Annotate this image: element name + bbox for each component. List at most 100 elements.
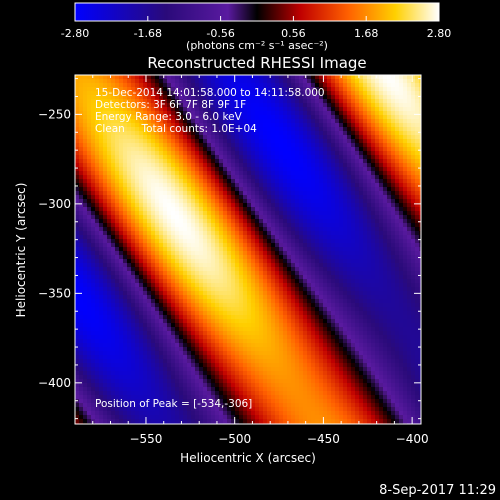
heatmap-cell: [279, 235, 284, 240]
heatmap-cell: [99, 351, 104, 356]
heatmap-cell: [295, 295, 300, 300]
heatmap-cell: [191, 355, 196, 360]
heatmap-cell: [75, 351, 80, 356]
heatmap-cell: [203, 107, 208, 112]
heatmap-cell: [207, 119, 212, 124]
heatmap-cell: [231, 255, 236, 260]
heatmap-cell: [111, 359, 116, 364]
heatmap-cell: [103, 279, 108, 284]
heatmap-cell: [107, 419, 112, 424]
heatmap-cell: [187, 171, 192, 176]
heatmap-cell: [75, 127, 80, 132]
heatmap-cell: [283, 75, 288, 80]
heatmap-cell: [87, 155, 92, 160]
heatmap-cell: [135, 319, 140, 324]
heatmap-cell: [291, 295, 296, 300]
heatmap-cell: [131, 203, 136, 208]
heatmap-cell: [131, 279, 136, 284]
heatmap-cell: [179, 371, 184, 376]
heatmap-cell: [231, 355, 236, 360]
heatmap-cell: [171, 263, 176, 268]
heatmap-cell: [247, 139, 252, 144]
heatmap-cell: [207, 351, 212, 356]
heatmap-cell: [219, 159, 224, 164]
heatmap-cell: [255, 391, 260, 396]
heatmap-cell: [179, 303, 184, 308]
heatmap-cell: [147, 399, 152, 404]
heatmap-cell: [219, 75, 224, 80]
heatmap-cell: [167, 279, 172, 284]
heatmap-cell: [99, 119, 104, 124]
heatmap-cell: [215, 235, 220, 240]
heatmap-cell: [163, 407, 168, 412]
heatmap-cell: [83, 107, 88, 112]
heatmap-cell: [291, 175, 296, 180]
heatmap-cell: [167, 307, 172, 312]
heatmap-cell: [235, 139, 240, 144]
heatmap-cell: [251, 155, 256, 160]
heatmap-cell: [199, 103, 204, 108]
heatmap-cell: [187, 223, 192, 228]
heatmap-cell: [111, 279, 116, 284]
heatmap-cell: [91, 307, 96, 312]
heatmap-cell: [119, 151, 124, 156]
heatmap-cell: [215, 147, 220, 152]
heatmap-cell: [195, 347, 200, 352]
heatmap-cell: [131, 299, 136, 304]
heatmap-cell: [99, 195, 104, 200]
heatmap-cell: [159, 251, 164, 256]
heatmap-cell: [91, 395, 96, 400]
heatmap-cell: [167, 415, 172, 420]
heatmap-cell: [163, 143, 168, 148]
heatmap-cell: [171, 331, 176, 336]
heatmap-cell: [207, 339, 212, 344]
heatmap-cell: [239, 115, 244, 120]
heatmap-cell: [159, 79, 164, 84]
heatmap-cell: [187, 247, 192, 252]
heatmap-cell: [255, 191, 260, 196]
heatmap-cell: [139, 295, 144, 300]
heatmap-cell: [219, 223, 224, 228]
heatmap-cell: [135, 383, 140, 388]
heatmap-cell: [247, 183, 252, 188]
heatmap-cell: [207, 279, 212, 284]
heatmap-cell: [187, 127, 192, 132]
heatmap-cell: [231, 91, 236, 96]
heatmap-cell: [135, 207, 140, 212]
heatmap-cell: [283, 211, 288, 216]
heatmap-cell: [127, 91, 132, 96]
heatmap-cell: [83, 347, 88, 352]
heatmap-cell: [179, 163, 184, 168]
heatmap-cell: [139, 155, 144, 160]
heatmap-cell: [135, 267, 140, 272]
heatmap-cell: [119, 171, 124, 176]
heatmap-cell: [99, 419, 104, 424]
heatmap-cell: [87, 87, 92, 92]
heatmap-cell: [119, 87, 124, 92]
heatmap-cell: [291, 159, 296, 164]
heatmap-cell: [175, 111, 180, 116]
heatmap-cell: [223, 347, 228, 352]
heatmap-cell: [219, 247, 224, 252]
heatmap-cell: [183, 391, 188, 396]
heatmap-cell: [259, 103, 264, 108]
heatmap-cell: [147, 119, 152, 124]
heatmap-cell: [243, 399, 248, 404]
heatmap-cell: [163, 355, 168, 360]
heatmap-cell: [107, 215, 112, 220]
heatmap-cell: [287, 303, 292, 308]
heatmap-cell: [267, 307, 272, 312]
heatmap-cell: [139, 411, 144, 416]
heatmap-cell: [115, 75, 120, 80]
heatmap-cell: [119, 307, 124, 312]
heatmap-cell: [223, 159, 228, 164]
heatmap-cell: [251, 79, 256, 84]
heatmap-cell: [95, 339, 100, 344]
heatmap-cell: [131, 419, 136, 424]
heatmap-cell: [259, 359, 264, 364]
heatmap-cell: [143, 407, 148, 412]
heatmap-cell: [223, 271, 228, 276]
heatmap-cell: [107, 399, 112, 404]
heatmap-cell: [95, 351, 100, 356]
heatmap-cell: [283, 375, 288, 380]
